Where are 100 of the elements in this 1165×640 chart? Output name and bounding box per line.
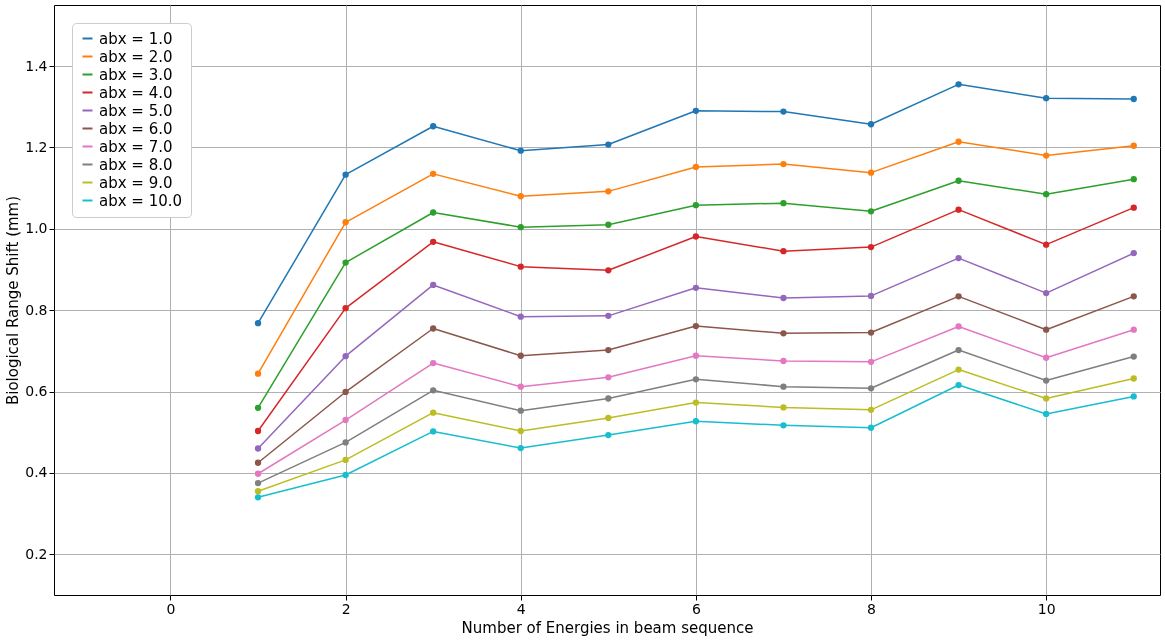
- point: [517, 313, 524, 320]
- point: [1130, 250, 1137, 257]
- y-tick-label: 1.2: [25, 138, 48, 155]
- point: [1043, 410, 1050, 418]
- point: [692, 376, 700, 383]
- point: [342, 219, 349, 226]
- point: [605, 312, 612, 320]
- point: [430, 387, 437, 394]
- point: [955, 254, 962, 262]
- point: [430, 359, 437, 367]
- point: [1130, 95, 1137, 103]
- point: [517, 407, 524, 414]
- point: [780, 294, 787, 302]
- point: [867, 169, 875, 176]
- legend-label: abx = 1.0: [99, 29, 173, 48]
- point: [430, 123, 437, 130]
- point: [867, 385, 875, 392]
- point: [955, 381, 962, 389]
- point: [955, 81, 962, 88]
- point: [692, 284, 700, 291]
- point: [692, 352, 700, 359]
- point: [605, 431, 612, 439]
- point: [342, 259, 349, 266]
- point: [1043, 377, 1050, 384]
- point: [605, 188, 612, 195]
- point: [342, 171, 349, 178]
- point: [1043, 95, 1050, 102]
- point: [517, 444, 524, 452]
- point: [342, 388, 349, 396]
- point: [955, 138, 962, 145]
- point: [254, 494, 262, 501]
- point: [867, 329, 875, 336]
- point: [1130, 142, 1137, 149]
- point: [342, 416, 349, 424]
- legend-label: abx = 3.0: [99, 65, 173, 84]
- point: [780, 248, 787, 255]
- point: [517, 224, 524, 231]
- point: [1043, 289, 1050, 297]
- point: [605, 141, 612, 148]
- legend-label: abx = 9.0: [99, 173, 173, 192]
- x-tick-label: 4: [516, 600, 526, 617]
- point: [254, 488, 262, 495]
- point: [517, 427, 524, 435]
- legend-label: abx = 2.0: [99, 47, 173, 66]
- legend-label: abx = 10.0: [99, 191, 183, 210]
- point: [867, 358, 875, 365]
- point: [955, 346, 962, 354]
- point: [780, 357, 787, 365]
- point: [517, 147, 524, 154]
- point: [692, 202, 700, 209]
- point: [1130, 393, 1137, 400]
- point: [605, 221, 612, 228]
- point: [430, 170, 437, 178]
- point: [867, 292, 875, 300]
- point: [692, 399, 700, 406]
- point: [254, 459, 262, 466]
- y-tick-label: 0.4: [25, 464, 48, 481]
- point: [867, 406, 875, 414]
- point: [430, 281, 437, 289]
- point: [254, 427, 262, 435]
- point: [780, 422, 787, 429]
- x-axis-title: Number of Energies in beam sequence: [461, 618, 754, 637]
- point: [605, 267, 612, 274]
- point: [605, 346, 612, 354]
- point: [1043, 191, 1050, 198]
- point: [517, 263, 524, 270]
- point: [780, 160, 787, 168]
- point: [955, 177, 962, 184]
- legend-label: abx = 7.0: [99, 137, 173, 156]
- point: [1130, 326, 1137, 333]
- x-tick-label: 8: [867, 600, 876, 617]
- point: [780, 330, 787, 337]
- point: [342, 456, 349, 464]
- point: [605, 414, 612, 422]
- point: [430, 325, 437, 332]
- x-tick-label: 2: [341, 600, 351, 617]
- x-tick-label: 6: [691, 600, 701, 617]
- legend-label: abx = 5.0: [99, 101, 173, 120]
- point: [342, 439, 349, 446]
- point: [254, 370, 262, 377]
- legend-label: abx = 6.0: [99, 119, 173, 138]
- point: [692, 418, 700, 425]
- point: [517, 383, 524, 390]
- point: [430, 428, 437, 435]
- point: [517, 352, 524, 359]
- point: [430, 238, 437, 245]
- point: [867, 208, 875, 215]
- point: [780, 404, 787, 411]
- point: [254, 404, 262, 411]
- point: [1043, 241, 1050, 248]
- point: [955, 366, 962, 373]
- point: [517, 193, 524, 200]
- point: [1130, 353, 1137, 360]
- y-tick-label: 0.6: [25, 383, 48, 400]
- point: [780, 200, 787, 207]
- point: [254, 470, 262, 477]
- y-tick-label: 1.4: [25, 57, 48, 74]
- point: [867, 424, 875, 431]
- point: [1043, 395, 1050, 402]
- y-tick-label: 0.8: [25, 301, 48, 318]
